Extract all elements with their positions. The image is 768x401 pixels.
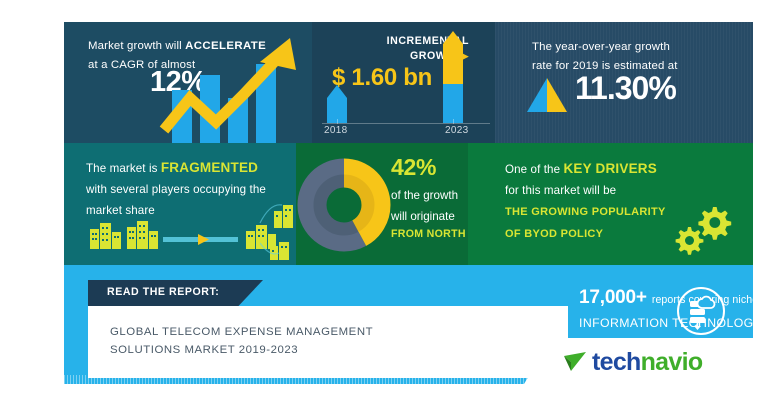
yoy-text: The year-over-year growth rate for 2019 … [532,38,742,76]
market-fragmentation-icon [90,204,293,260]
key-drivers-line3: THE GROWING POPULARITY [505,206,666,218]
north-america-line1: of the growth [391,189,459,202]
axis-label-2023: 2023 [445,125,469,136]
fragmented-highlight: FRAGMENTED [160,160,259,175]
fragmented-text-line2: with several players occupying the [86,183,266,196]
key-drivers-highlight: KEY DRIVERS [563,161,657,176]
report-title-line1: GLOBAL TELECOM EXPENSE MANAGEMENT [110,326,374,338]
read-the-report-label: READ THE REPORT: [107,286,220,298]
donut-inner-north-america [313,174,375,236]
incremental-value: $ 1.60 bn [332,64,433,91]
building-cluster-right [246,205,293,260]
fragmented-text: The market is FRAGMENTED with several pl… [86,157,298,221]
cagr-text: Market growth will ACCELERATE at a CAGR … [88,37,303,75]
yoy-text-line2: rate for 2019 is estimated at [532,60,678,72]
key-drivers-line2: for this market will be [505,184,617,197]
fragmented-text-pre: The market is [86,162,161,175]
logo-navio: navio [640,348,703,376]
panel-fragmented: The market is FRAGMENTED with several pl… [64,143,296,265]
row-middle: The market is FRAGMENTED with several pl… [64,143,753,265]
report-card[interactable]: GLOBAL TELECOM EXPENSE MANAGEMENT SOLUTI… [88,306,568,378]
flow-arrow-icon [198,234,209,245]
cloud-server-icon [677,287,725,335]
reports-count: 17,000+ [579,287,647,308]
donut-segment-north-america [297,158,391,252]
yoy-text-line1: The year-over-year growth [532,41,670,53]
key-drivers-text: One of the KEY DRIVERS for this market w… [505,158,750,245]
incremental-bar-chart [327,31,463,123]
trend-arrow-head [260,38,296,70]
bar-2023-base [443,84,463,123]
connector-curve-1 [259,204,283,224]
row-footer: READ THE REPORT: GLOBAL TELECOM EXPENSE … [64,265,768,384]
fragmented-text-line3: market share [86,204,155,217]
triangle-right-icon: ▶ [461,51,469,61]
row-top: Market growth will ACCELERATE at a CAGR … [64,22,753,143]
cagr-bar-chart [159,38,296,143]
cagr-text-line2: at a CAGR of almost [88,59,196,71]
incremental-axis [322,119,490,124]
gears-icon [675,207,732,255]
key-drivers-line4: OF BYOD POLICY [505,228,604,240]
axis-label-2018: 2018 [324,125,348,136]
panel-cagr: Market growth will ACCELERATE at a CAGR … [64,22,312,143]
panel-key-drivers: One of the KEY DRIVERS for this market w… [468,143,753,265]
technavio-mark-icon [564,352,586,371]
report-title: GLOBAL TELECOM EXPENSE MANAGEMENT SOLUTI… [110,323,540,359]
north-america-donut-chart [297,158,391,252]
yoy-value: 11.30% [575,70,677,106]
cagr-text-pre: Market growth will [88,40,186,52]
axis-tick-2023 [453,119,454,124]
report-title-line2: SOLUTIONS MARKET 2019-2023 [110,344,299,356]
panel-yoy-growth: The year-over-year growth rate for 2019 … [495,22,753,143]
connector-curve-2 [259,242,280,255]
north-america-value: 42% [391,154,437,180]
logo-tech: tech [592,348,641,376]
read-the-report-tab[interactable]: READ THE REPORT: [88,280,263,306]
trend-arrow-line [159,56,281,134]
reports-category: INFORMATION TECHNOLOGY [579,316,763,330]
building-cluster-left [90,221,158,249]
infographic-canvas: Market growth will ACCELERATE at a CAGR … [64,22,768,384]
panel-incremental-growth: INCREMENTAL GROWTH▶ $ 1.60 bn 2018 2023 [312,22,495,143]
technavio-logo: technavio [592,348,703,377]
key-drivers-pre: One of the [505,163,564,176]
growth-triangle-icon [527,78,567,112]
north-america-line2: will originate [391,210,455,223]
bar-2023-incremental [443,31,463,84]
cagr-text-bold: ACCELERATE [185,40,267,52]
panel-north-america: 42% of the growth will originate FROM NO… [296,143,520,265]
north-america-text: of the growth will originate [391,185,511,227]
axis-tick-2018 [337,119,338,124]
bar-2018 [327,85,347,123]
donut-hole [327,188,361,222]
